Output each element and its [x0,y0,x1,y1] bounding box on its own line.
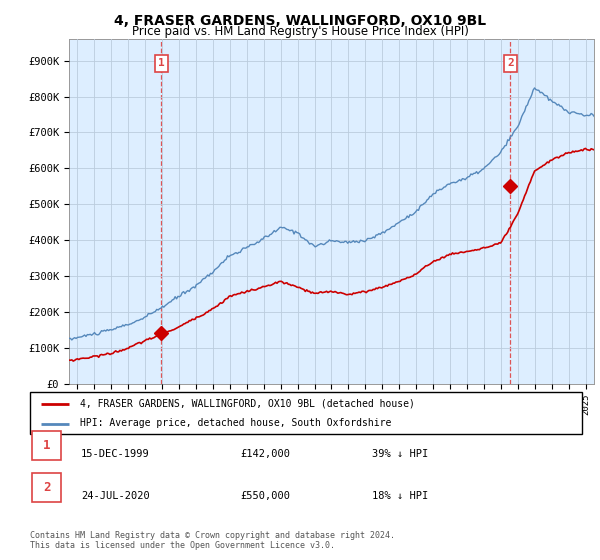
FancyBboxPatch shape [32,473,61,502]
Text: 4, FRASER GARDENS, WALLINGFORD, OX10 9BL: 4, FRASER GARDENS, WALLINGFORD, OX10 9BL [114,14,486,28]
FancyBboxPatch shape [30,392,582,434]
Text: HPI: Average price, detached house, South Oxfordshire: HPI: Average price, detached house, Sout… [80,418,391,428]
Text: 4, FRASER GARDENS, WALLINGFORD, OX10 9BL (detached house): 4, FRASER GARDENS, WALLINGFORD, OX10 9BL… [80,399,415,409]
Text: 2: 2 [507,58,514,68]
Text: 39% ↓ HPI: 39% ↓ HPI [372,449,428,459]
Text: Contains HM Land Registry data © Crown copyright and database right 2024.
This d: Contains HM Land Registry data © Crown c… [30,531,395,550]
Text: 2: 2 [43,480,50,494]
Text: 24-JUL-2020: 24-JUL-2020 [81,491,150,501]
Text: 15-DEC-1999: 15-DEC-1999 [81,449,150,459]
Text: £142,000: £142,000 [240,449,290,459]
Text: 18% ↓ HPI: 18% ↓ HPI [372,491,428,501]
Text: Price paid vs. HM Land Registry's House Price Index (HPI): Price paid vs. HM Land Registry's House … [131,25,469,38]
FancyBboxPatch shape [32,431,61,460]
Text: £550,000: £550,000 [240,491,290,501]
Text: 1: 1 [43,438,50,452]
Text: 1: 1 [158,58,165,68]
